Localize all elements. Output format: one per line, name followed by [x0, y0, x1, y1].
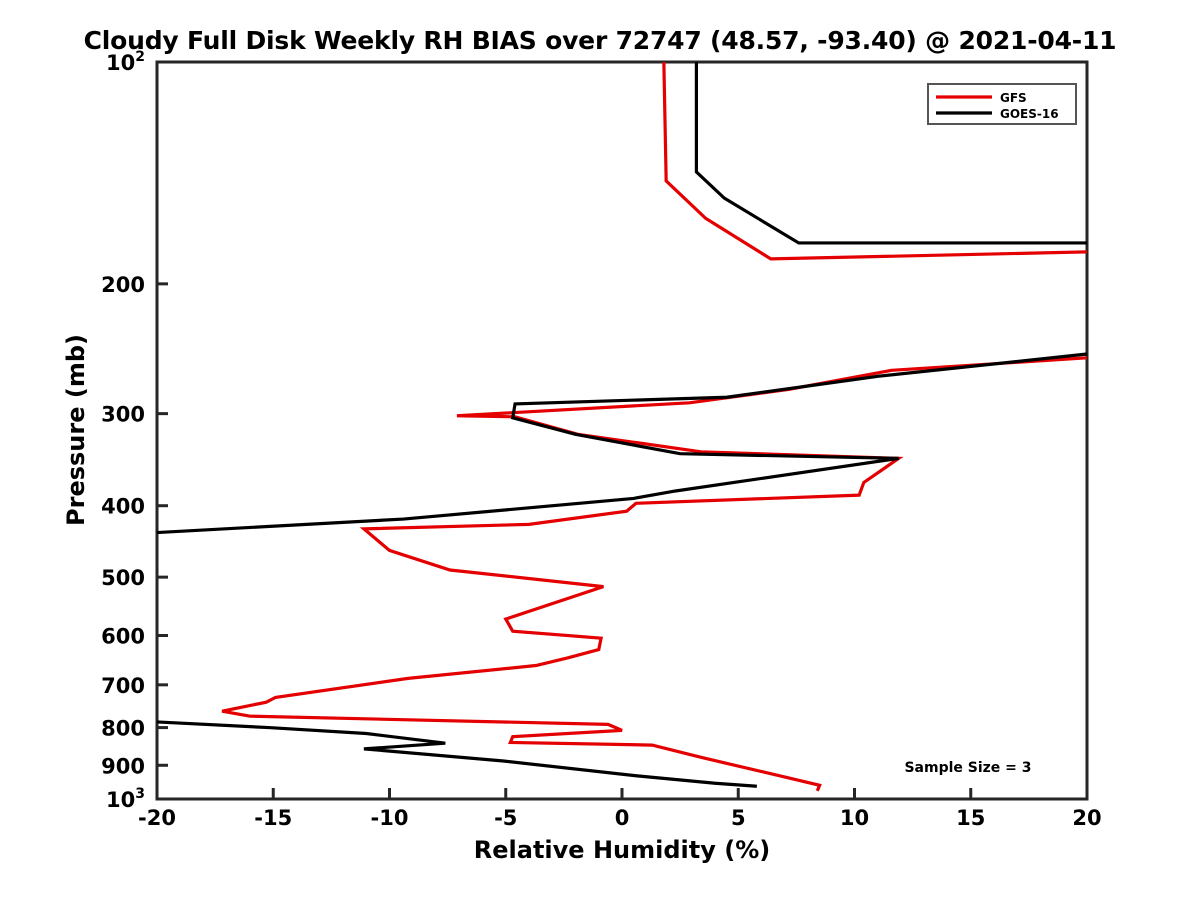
series-line-gfs: [221, 356, 1088, 792]
y-axis-title: Pressure (mb): [62, 334, 90, 526]
y-tick-label: 800: [101, 717, 145, 741]
series-line-gfs: [662, 61, 1088, 261]
y-tick-label: 400: [101, 495, 145, 519]
x-tick-label: 0: [615, 806, 630, 830]
y-tick-label: 700: [101, 674, 145, 698]
series-line-goes-16: [156, 352, 1088, 535]
y-tick-label: 103: [106, 786, 145, 812]
y-tick-label: 300: [101, 403, 145, 427]
y-tick-label: 102: [106, 49, 145, 75]
x-tick-label: 20: [1072, 806, 1101, 830]
y-tick-label: 600: [101, 624, 145, 648]
y-tick-label: 200: [101, 273, 145, 297]
series-line-goes-16: [156, 720, 757, 788]
series-line-goes-16: [694, 62, 1087, 245]
chart-title: Cloudy Full Disk Weekly RH BIAS over 727…: [83, 26, 1117, 55]
x-tick-label: -15: [254, 806, 292, 830]
y-tick-label: 900: [101, 754, 145, 778]
legend-box: [927, 83, 1077, 125]
x-axis-title: Relative Humidity (%): [474, 836, 770, 864]
axes-border: [155, 60, 1089, 801]
x-tick-label: 5: [731, 806, 746, 830]
x-tick-label: -5: [494, 806, 517, 830]
y-tick-label: 500: [101, 566, 145, 590]
data-series-group: [156, 61, 1088, 792]
x-tick-label: -20: [138, 806, 176, 830]
legend-label-goes-16: GOES-16: [1000, 107, 1059, 121]
x-axis-ticks: -20 -15 -10 -5 0 5 10 15 20: [138, 788, 1102, 830]
legend-label-gfs: GFS: [1000, 91, 1027, 105]
y-axis-ticks: 102 200 300 400 500 600 700 800 900 103: [101, 49, 168, 812]
x-tick-label: -10: [371, 806, 409, 830]
sample-size-annotation: Sample Size = 3: [904, 760, 1031, 776]
axes-frame: [155, 60, 1089, 801]
x-tick-label: 10: [840, 806, 869, 830]
x-tick-label: 15: [956, 806, 985, 830]
chart-legend: GFS GOES-16: [927, 83, 1077, 125]
